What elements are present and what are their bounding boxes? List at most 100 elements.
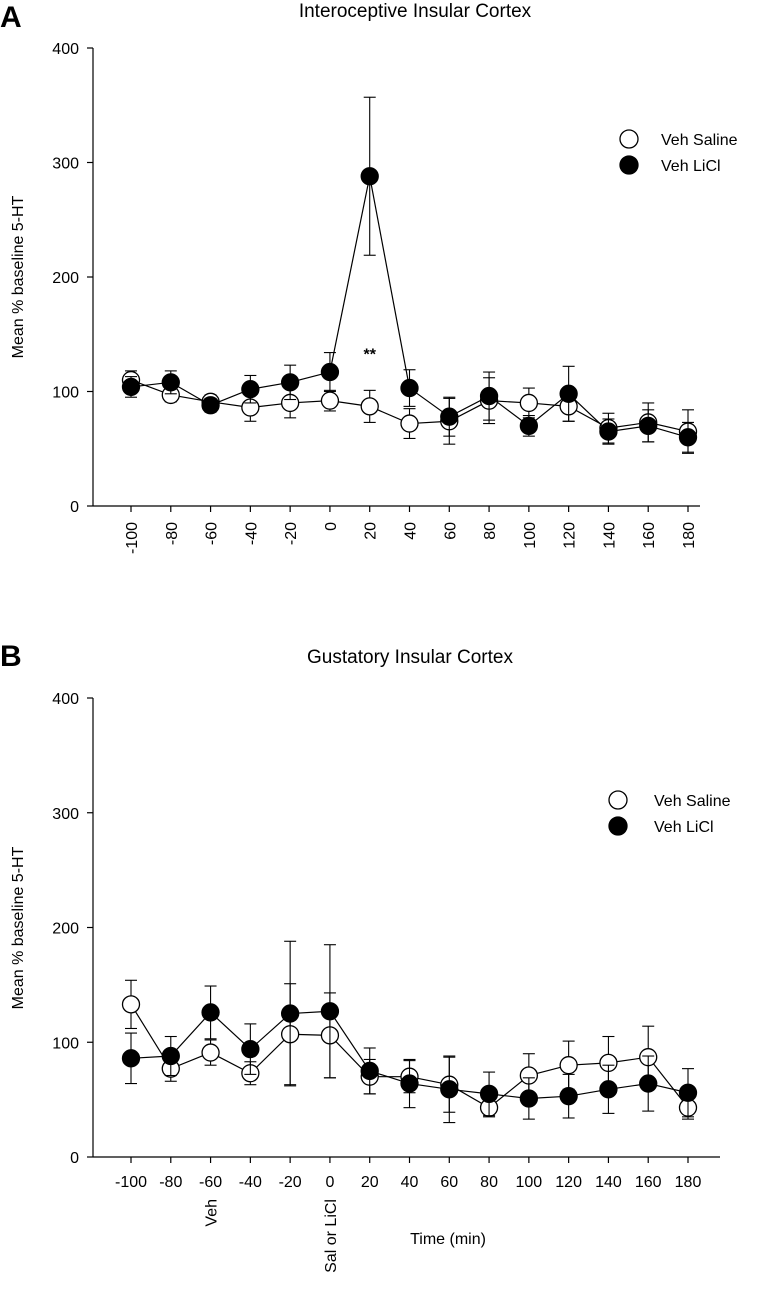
data-point-licl [360,1061,379,1081]
panel-b-legend-licl-label: Veh LiCl [654,819,714,836]
data-point-licl [121,377,141,397]
y-tick-label: 0 [70,499,79,516]
y-tick-label: 300 [52,156,79,173]
x-tick-label: -40 [239,1174,262,1191]
y-tick-label: 400 [52,41,79,58]
panel-a-title: Interoceptive Insular Cortex [299,1,532,22]
data-point-licl [519,416,539,436]
x-tick-label: 180 [681,522,698,549]
data-point-licl [320,362,340,382]
panel-b-event-label-veh: Veh [204,1199,221,1227]
data-point-licl [678,1083,698,1102]
data-point-licl [559,384,578,403]
panel-b-series [121,940,698,1124]
x-tick-label: 120 [555,1174,582,1191]
panel-a-y-ticks: 0 100 200 300 400 [52,41,93,516]
y-tick-label: 100 [52,1035,79,1052]
panel-b-y-ticks: 0 100 200 300 400 [52,691,93,1167]
data-point-licl [678,428,698,447]
data-point-licl [241,1039,260,1059]
data-point-saline [360,397,379,416]
x-tick-label: 20 [361,1174,379,1191]
x-tick-label: -60 [199,1174,222,1191]
x-tick-label: 0 [325,1174,334,1191]
x-tick-label: 120 [562,522,579,549]
data-point-licl [121,1049,141,1068]
panel-b-x-ticks: -100 -80 -60 -40 -20 0 20 40 60 80 100 120 140 160 180 [115,1157,701,1191]
x-tick-label: -100 [115,1174,147,1191]
x-tick-label: 80 [480,1174,498,1191]
data-point-saline [519,393,539,413]
data-point-saline [320,391,340,410]
data-point-licl [479,1084,499,1104]
panel-b-event-label-sal-or-licl: Sal or LiCl [323,1199,340,1273]
y-tick-label: 200 [52,270,79,287]
data-point-licl [519,1089,539,1108]
data-point-licl [161,373,180,392]
x-tick-label: -60 [204,522,221,545]
data-point-licl [639,416,658,436]
x-tick-label: 40 [401,1174,419,1191]
data-point-licl [360,167,379,186]
panel-a-legend: Veh Saline Veh LiCl [619,129,738,175]
data-point-licl [161,1046,180,1066]
data-point-licl [320,1002,340,1021]
x-tick-label: 180 [675,1174,702,1191]
data-point-saline [201,1043,220,1062]
x-tick-label: 140 [601,522,618,549]
panel-a-legend-licl-label: Veh LiCl [661,158,721,175]
panel-a-legend-saline-label: Veh Saline [661,132,738,149]
x-tick-label: -80 [159,1174,182,1191]
data-point-licl [599,1080,618,1099]
y-tick-label: 100 [52,385,79,402]
panel-a-y-label: Mean % baseline 5-HT [10,195,27,358]
x-tick-label: -100 [124,522,141,554]
panel-a: A Interoceptive Insular Cortex Mean % ba… [0,1,738,554]
panel-b-x-label: Time (min) [410,1231,486,1248]
x-tick-label: -80 [164,522,181,545]
panel-a-x-ticks: -100 -80 -60 -40 -20 0 20 40 60 80 100 120 140 160 180 [124,506,698,554]
data-point-licl [201,1003,220,1022]
data-point-licl [280,1004,300,1023]
data-point-licl [280,373,300,392]
panel-b-legend-licl-marker [608,816,628,836]
x-tick-label: 160 [635,1174,662,1191]
x-tick-label: 160 [641,522,658,549]
y-tick-label: 400 [52,691,79,708]
panel-b: B Gustatory Insular Cortex Mean % baseli… [0,640,731,1273]
data-point-licl [639,1074,658,1093]
panel-b-letter: B [0,640,22,673]
x-tick-label: 100 [516,1174,543,1191]
x-tick-label: 140 [595,1174,622,1191]
x-tick-label: 60 [442,522,459,540]
x-tick-label: 0 [323,522,340,531]
data-point-licl [479,386,499,406]
data-point-licl [440,407,459,426]
panel-a-significance-annotation: ** [363,347,376,364]
data-point-licl [400,378,419,398]
panel-b-legend-saline-marker [608,790,628,810]
panel-b-legend: Veh Saline Veh LiCl [608,790,731,836]
y-tick-label: 0 [70,1150,79,1167]
x-tick-label: 40 [403,522,420,540]
x-tick-label: 100 [522,522,539,549]
panel-a-series [121,96,698,454]
x-tick-label: 60 [440,1174,458,1191]
x-tick-label: -20 [283,522,300,545]
panel-a-legend-licl-marker [619,155,639,175]
data-point-licl [599,422,618,441]
data-point-licl [559,1087,578,1106]
panel-a-letter: A [0,1,22,34]
y-tick-label: 200 [52,921,79,938]
data-point-licl [440,1080,459,1099]
data-point-saline [559,1056,578,1075]
data-point-licl [400,1074,419,1093]
data-point-saline [400,414,419,433]
panel-b-y-label: Mean % baseline 5-HT [10,846,27,1009]
x-tick-label: -40 [243,522,260,545]
panel-a-legend-saline-marker [619,129,639,149]
x-tick-label: 20 [363,522,380,540]
x-tick-label: -20 [279,1174,302,1191]
panel-b-legend-saline-label: Veh Saline [654,793,731,810]
